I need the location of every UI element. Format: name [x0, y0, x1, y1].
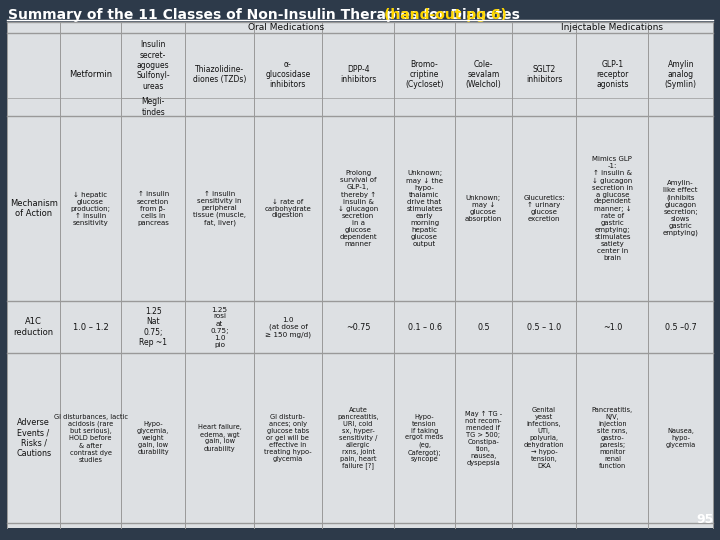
Text: Metformin: Metformin: [69, 70, 112, 79]
Text: 1.0
(at dose of
≥ 150 mg/d): 1.0 (at dose of ≥ 150 mg/d): [265, 316, 311, 338]
Text: Mimics GLP
-1:
↑ insulin &
↓ glucagon
secretion in
a glucose
dependent
manner; ↓: Mimics GLP -1: ↑ insulin & ↓ glucagon se…: [592, 157, 633, 261]
Text: Bromo-
criptine
(Cycloset): Bromo- criptine (Cycloset): [405, 59, 444, 90]
Text: Heart failure,
edema, wgt
gain, low
durability: Heart failure, edema, wgt gain, low dura…: [198, 424, 241, 451]
Text: Hypo-
tension
if taking
ergot meds
(eg,
Cafergot);
syncope: Hypo- tension if taking ergot meds (eg, …: [405, 414, 444, 462]
Text: 0.5 –0.7: 0.5 –0.7: [665, 322, 697, 332]
Text: Summary of the 11 Classes of Non-Insulin Therapies for Diabetes: Summary of the 11 Classes of Non-Insulin…: [8, 8, 525, 22]
Text: Acute
pancreatitis,
URI, cold
sx, hyper-
sensitivity /
allergic
rxns, joint
pain: Acute pancreatitis, URI, cold sx, hyper-…: [337, 407, 379, 469]
Text: 95: 95: [697, 513, 714, 526]
Text: Unknown;
may ↓
glucose
absorption: Unknown; may ↓ glucose absorption: [464, 195, 502, 222]
Text: 0.1 – 0.6: 0.1 – 0.6: [408, 322, 441, 332]
Text: α-
glucosidase
inhibitors: α- glucosidase inhibitors: [265, 59, 310, 90]
Text: Megli-
tindes: Megli- tindes: [141, 97, 165, 117]
Text: ↑ insulin
sensitivity in
peripheral
tissue (muscle,
fat, liver): ↑ insulin sensitivity in peripheral tiss…: [193, 191, 246, 226]
Text: Prolong
survival of
GLP-1,
thereby ↑
insulin &
↓ glucagon
secretion
in a
glucose: Prolong survival of GLP-1, thereby ↑ ins…: [338, 170, 378, 247]
Text: ~0.75: ~0.75: [346, 322, 370, 332]
Text: 0.5 – 1.0: 0.5 – 1.0: [527, 322, 561, 332]
Text: DPP-4
inhibitors: DPP-4 inhibitors: [340, 65, 377, 84]
Text: 1.25
Nat
0.75;
Rep ~1: 1.25 Nat 0.75; Rep ~1: [139, 307, 167, 347]
Text: ↑ insulin
secretion
from β-
cells in
pancreas: ↑ insulin secretion from β- cells in pan…: [137, 192, 169, 226]
Text: (hand-out pg 6): (hand-out pg 6): [384, 8, 507, 22]
Text: Glucuretics:
↑ urinary
glucose
excretion: Glucuretics: ↑ urinary glucose excretion: [523, 195, 565, 222]
Text: Adverse
Events /
Risks /
Cautions: Adverse Events / Risks / Cautions: [16, 418, 51, 458]
Text: 1.0 – 1.2: 1.0 – 1.2: [73, 322, 109, 332]
Text: 1.25
rosi
at
0.75;
1.0
pio: 1.25 rosi at 0.75; 1.0 pio: [210, 307, 229, 348]
Text: GI disturb-
ances; only
glucose tabs
or gel will be
effective in
treating hypo-
: GI disturb- ances; only glucose tabs or …: [264, 414, 312, 462]
Text: Pancreatitis,
N/V,
injection
site rxns,
gastro-
paresis;
monitor
renal
function: Pancreatitis, N/V, injection site rxns, …: [592, 407, 633, 469]
Text: Thiazolidine-
diones (TZDs): Thiazolidine- diones (TZDs): [193, 65, 246, 84]
Text: May ↑ TG -
not recom-
mended if
TG > 500;
Constipa-
tion,
nausea,
dyspepsia: May ↑ TG - not recom- mended if TG > 500…: [465, 410, 502, 465]
Text: Insulin
secret-
agogues
Sulfonyl-
ureas: Insulin secret- agogues Sulfonyl- ureas: [136, 40, 170, 91]
Text: Oral Medications: Oral Medications: [248, 23, 324, 32]
Text: ↓ rate of
carbohydrate
digestion: ↓ rate of carbohydrate digestion: [264, 199, 311, 219]
Text: Nausea,
hypo-
glycemia: Nausea, hypo- glycemia: [665, 428, 696, 448]
Text: Genital
yeast
infections,
UTI,
polyuria,
dehydration
→ hypo-
tension,
DKA: Genital yeast infections, UTI, polyuria,…: [524, 407, 564, 469]
Text: GLP-1
receptor
agonists: GLP-1 receptor agonists: [596, 59, 629, 90]
Text: ~1.0: ~1.0: [603, 322, 622, 332]
Text: 0.5: 0.5: [477, 322, 490, 332]
Text: Hypo-
glycemia,
weight
gain, low
durability: Hypo- glycemia, weight gain, low durabil…: [137, 421, 169, 455]
Text: Mechanism
of Action: Mechanism of Action: [9, 199, 58, 218]
Text: A1C
reduction: A1C reduction: [14, 318, 53, 337]
Text: Amylin
analog
(Symlin): Amylin analog (Symlin): [665, 59, 697, 90]
Text: ↓ hepatic
glucose
production;
↑ insulin
sensitivity: ↓ hepatic glucose production; ↑ insulin …: [71, 192, 110, 226]
Text: SGLT2
inhibitors: SGLT2 inhibitors: [526, 65, 562, 84]
Text: Injectable Medications: Injectable Medications: [562, 23, 663, 32]
Text: GI disturbances, lactic
acidosis (rare
but serious),
HOLD before
& after
contras: GI disturbances, lactic acidosis (rare b…: [53, 414, 127, 462]
Text: Cole-
sevalam
(Welchol): Cole- sevalam (Welchol): [466, 59, 501, 90]
Text: Amylin-
like effect
(inhibits
glucagon
secretion;
slows
gastric
emptying): Amylin- like effect (inhibits glucagon s…: [663, 180, 698, 237]
Text: Unknown;
may ↓ the
hypo-
thalamic
drive that
stimulates
early
morning
hepatic
gl: Unknown; may ↓ the hypo- thalamic drive …: [406, 171, 443, 247]
